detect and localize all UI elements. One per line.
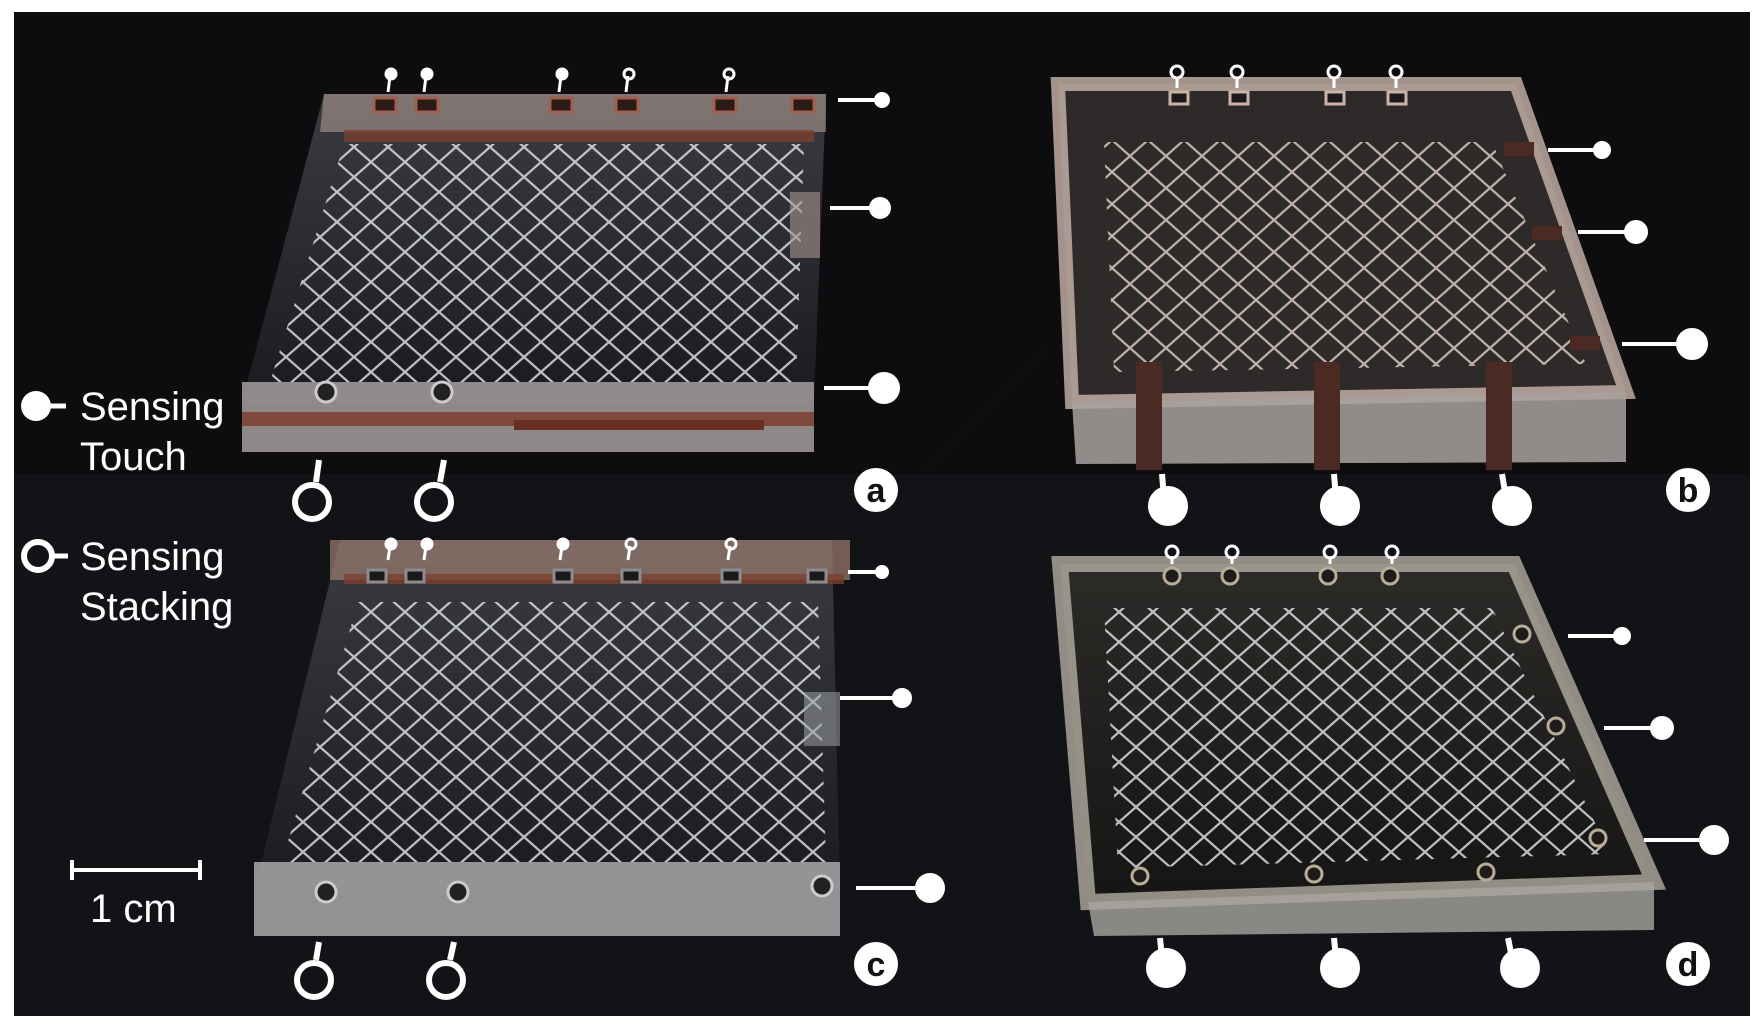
legend-stacking: Sensing Stacking — [21, 535, 233, 629]
badge-b-label: b — [1678, 472, 1699, 510]
panel-a — [242, 67, 900, 522]
legend-stack-line2: Stacking — [80, 585, 233, 629]
scale-bar-label: 1 cm — [90, 887, 177, 931]
panel-c — [254, 537, 945, 1000]
legend-stack-line1: Sensing — [80, 535, 225, 579]
legend-touch-line1: Sensing — [80, 385, 225, 429]
legend-touch: Sensing Touch — [21, 385, 225, 479]
figure-canvas: Sensing Touch Sensing Stacking 1 cm a b … — [14, 12, 1750, 1016]
scale-bar: 1 cm — [70, 860, 202, 931]
mesh-a — [270, 144, 804, 382]
badge-c-label: c — [867, 946, 886, 984]
badge-d: d — [1666, 942, 1710, 986]
mesh-c — [282, 602, 826, 862]
badge-c: c — [854, 942, 898, 986]
mesh-d — [1104, 608, 1610, 868]
legend-touch-line2: Touch — [80, 435, 187, 479]
panel-d — [1051, 544, 1729, 988]
panel-b — [1050, 64, 1708, 526]
badge-d-label: d — [1678, 946, 1699, 984]
divider-line — [821, 349, 1045, 573]
badge-b: b — [1666, 468, 1710, 512]
badge-a-label: a — [867, 472, 887, 510]
badge-a: a — [854, 468, 898, 512]
touch-marker-icon — [21, 391, 51, 421]
mesh-b — [1104, 142, 1586, 372]
